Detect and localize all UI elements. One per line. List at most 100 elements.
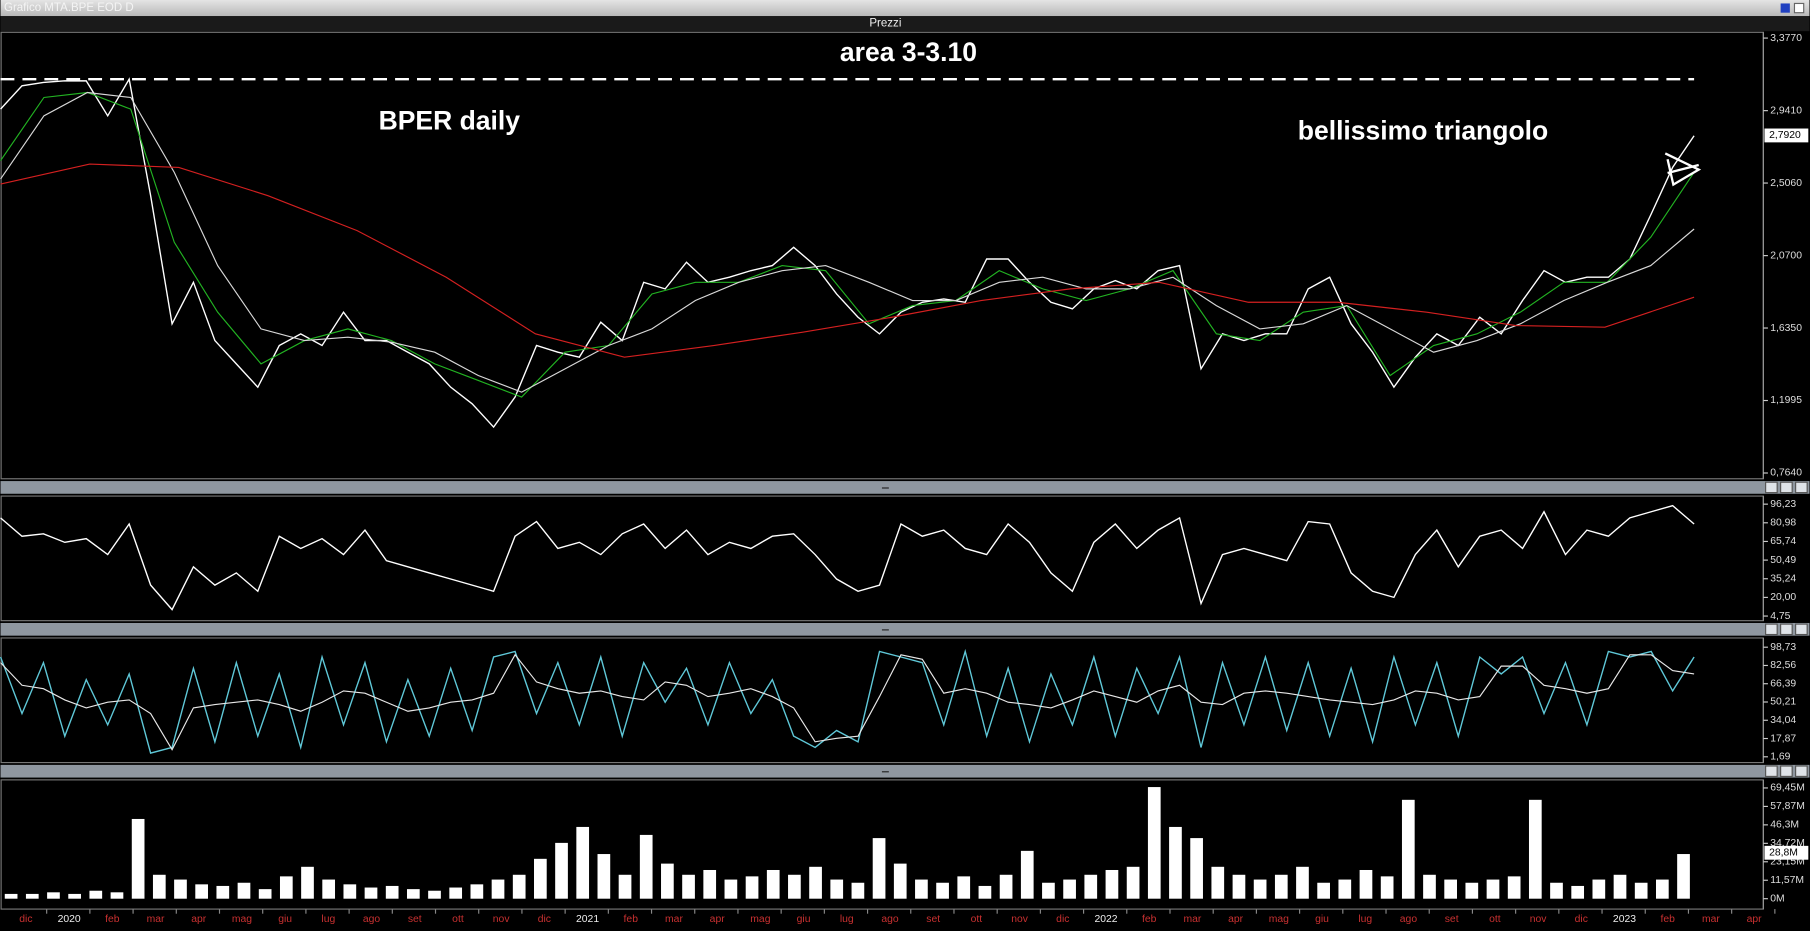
volume-bar — [766, 869, 780, 899]
panel-button[interactable] — [1795, 765, 1808, 777]
volume-bar — [110, 892, 124, 899]
volume-bar — [872, 838, 886, 899]
volume-bar — [1147, 787, 1161, 899]
x-tick-label: feb — [624, 914, 639, 925]
volume-bar — [216, 885, 230, 899]
volume-bar — [851, 882, 865, 899]
volume-bar — [1380, 876, 1394, 899]
panel-separator — [0, 622, 1810, 636]
last-value-box — [1764, 845, 1809, 860]
x-tick-label: dic — [538, 914, 551, 925]
series-line — [0, 77, 1695, 429]
series-line — [0, 163, 1695, 358]
volume-bar — [1592, 879, 1606, 899]
window-button[interactable] — [1780, 3, 1790, 13]
volume-bar — [491, 879, 505, 899]
x-tick-label: ago — [363, 914, 381, 925]
x-tick-label: apr — [1228, 914, 1244, 925]
volume-bar — [703, 869, 717, 899]
panel-button[interactable] — [1765, 481, 1778, 494]
panel-button[interactable] — [1780, 765, 1793, 777]
annotation: area 3-3.10 — [840, 37, 977, 67]
triangle-drawing — [1667, 163, 1700, 175]
volume-bar — [89, 890, 103, 899]
y-tick-label: 2,5060 — [1770, 178, 1802, 189]
volume-bar — [1486, 879, 1500, 899]
y-tick-label: 20,00 — [1770, 592, 1796, 603]
volume-bar — [1190, 838, 1203, 899]
panel-button[interactable] — [1795, 623, 1808, 636]
annotation: BPER daily — [379, 105, 521, 135]
volume-bar — [1020, 850, 1034, 899]
volume-bar — [1211, 866, 1225, 899]
panel-separator — [0, 481, 1810, 494]
volume-bar — [343, 884, 357, 899]
volume-bar — [1465, 882, 1479, 899]
volume-bar — [661, 863, 674, 899]
x-tick-label: set — [926, 914, 940, 925]
volume-bar — [978, 885, 992, 899]
panel-button[interactable] — [1780, 623, 1793, 636]
x-tick-label: feb — [1142, 914, 1157, 925]
volume-bar — [639, 834, 653, 899]
x-tick-label: ago — [881, 914, 899, 925]
panel-button[interactable] — [1765, 623, 1778, 636]
x-tick-label: giu — [1315, 914, 1329, 925]
y-tick-label: 50,21 — [1770, 697, 1796, 708]
y-tick-label: 34,72M — [1770, 838, 1805, 849]
volume-bar — [4, 893, 18, 899]
x-tick-label: 2023 — [1613, 914, 1636, 925]
y-tick-label: 23,15M — [1770, 857, 1805, 868]
volume-bar — [1359, 869, 1373, 899]
series-line — [0, 648, 1695, 754]
volume-bar — [174, 879, 187, 899]
volume-bar — [195, 884, 208, 899]
window-button[interactable] — [1793, 2, 1805, 14]
volume-bar — [1296, 866, 1309, 899]
x-tick-label: 2020 — [58, 914, 81, 925]
series-line — [0, 91, 1695, 393]
panel-button[interactable] — [1795, 481, 1808, 494]
panel-title: Prezzi — [869, 18, 901, 30]
volume-bar — [1655, 879, 1669, 899]
x-tick-label: ott — [452, 914, 464, 925]
volume-bar — [1613, 874, 1627, 899]
y-tick-label: 69,45M — [1770, 783, 1805, 794]
x-tick-label: set — [408, 914, 422, 925]
volume-bar — [1550, 882, 1563, 899]
volume-bar — [1507, 876, 1521, 899]
volume-bar — [788, 874, 801, 899]
volume-bar — [1571, 885, 1585, 899]
panel-separator — [0, 764, 1810, 778]
volume-bar — [279, 876, 293, 899]
volume-bar — [1232, 874, 1246, 899]
y-tick-label: 35,24 — [1770, 573, 1796, 584]
y-tick-label: 1,6350 — [1770, 323, 1802, 334]
volume-bar — [809, 866, 822, 899]
volume-bar — [322, 879, 336, 899]
series-line — [0, 504, 1695, 611]
volume-bar — [893, 863, 907, 899]
last-value-box — [1764, 128, 1809, 143]
volume-bar — [534, 858, 547, 899]
x-tick-label: lug — [840, 914, 854, 925]
panel-button[interactable] — [1780, 481, 1793, 494]
x-tick-label: mar — [665, 914, 683, 925]
y-tick-label: 96,23 — [1770, 499, 1796, 510]
title-bar — [0, 0, 1810, 17]
volume-bar — [512, 874, 526, 899]
series-line — [0, 653, 1695, 751]
x-tick-label: feb — [105, 914, 120, 925]
volume-bar — [406, 889, 420, 899]
volume-bar — [1126, 866, 1140, 899]
volume-bar — [1063, 879, 1076, 899]
volume-bar — [152, 874, 166, 899]
panel-button[interactable] — [1765, 765, 1778, 777]
volume-bar — [258, 889, 272, 899]
volume-bar — [301, 866, 314, 899]
volume-bar — [68, 893, 81, 899]
y-tick-label: 1,69 — [1770, 752, 1790, 763]
x-tick-label: mar — [147, 914, 165, 925]
x-tick-label: ott — [1489, 914, 1501, 925]
volume-bar — [131, 818, 145, 899]
